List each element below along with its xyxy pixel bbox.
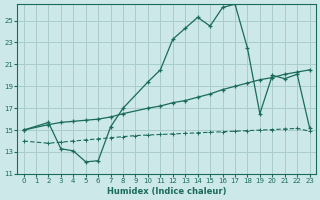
X-axis label: Humidex (Indice chaleur): Humidex (Indice chaleur): [107, 187, 226, 196]
